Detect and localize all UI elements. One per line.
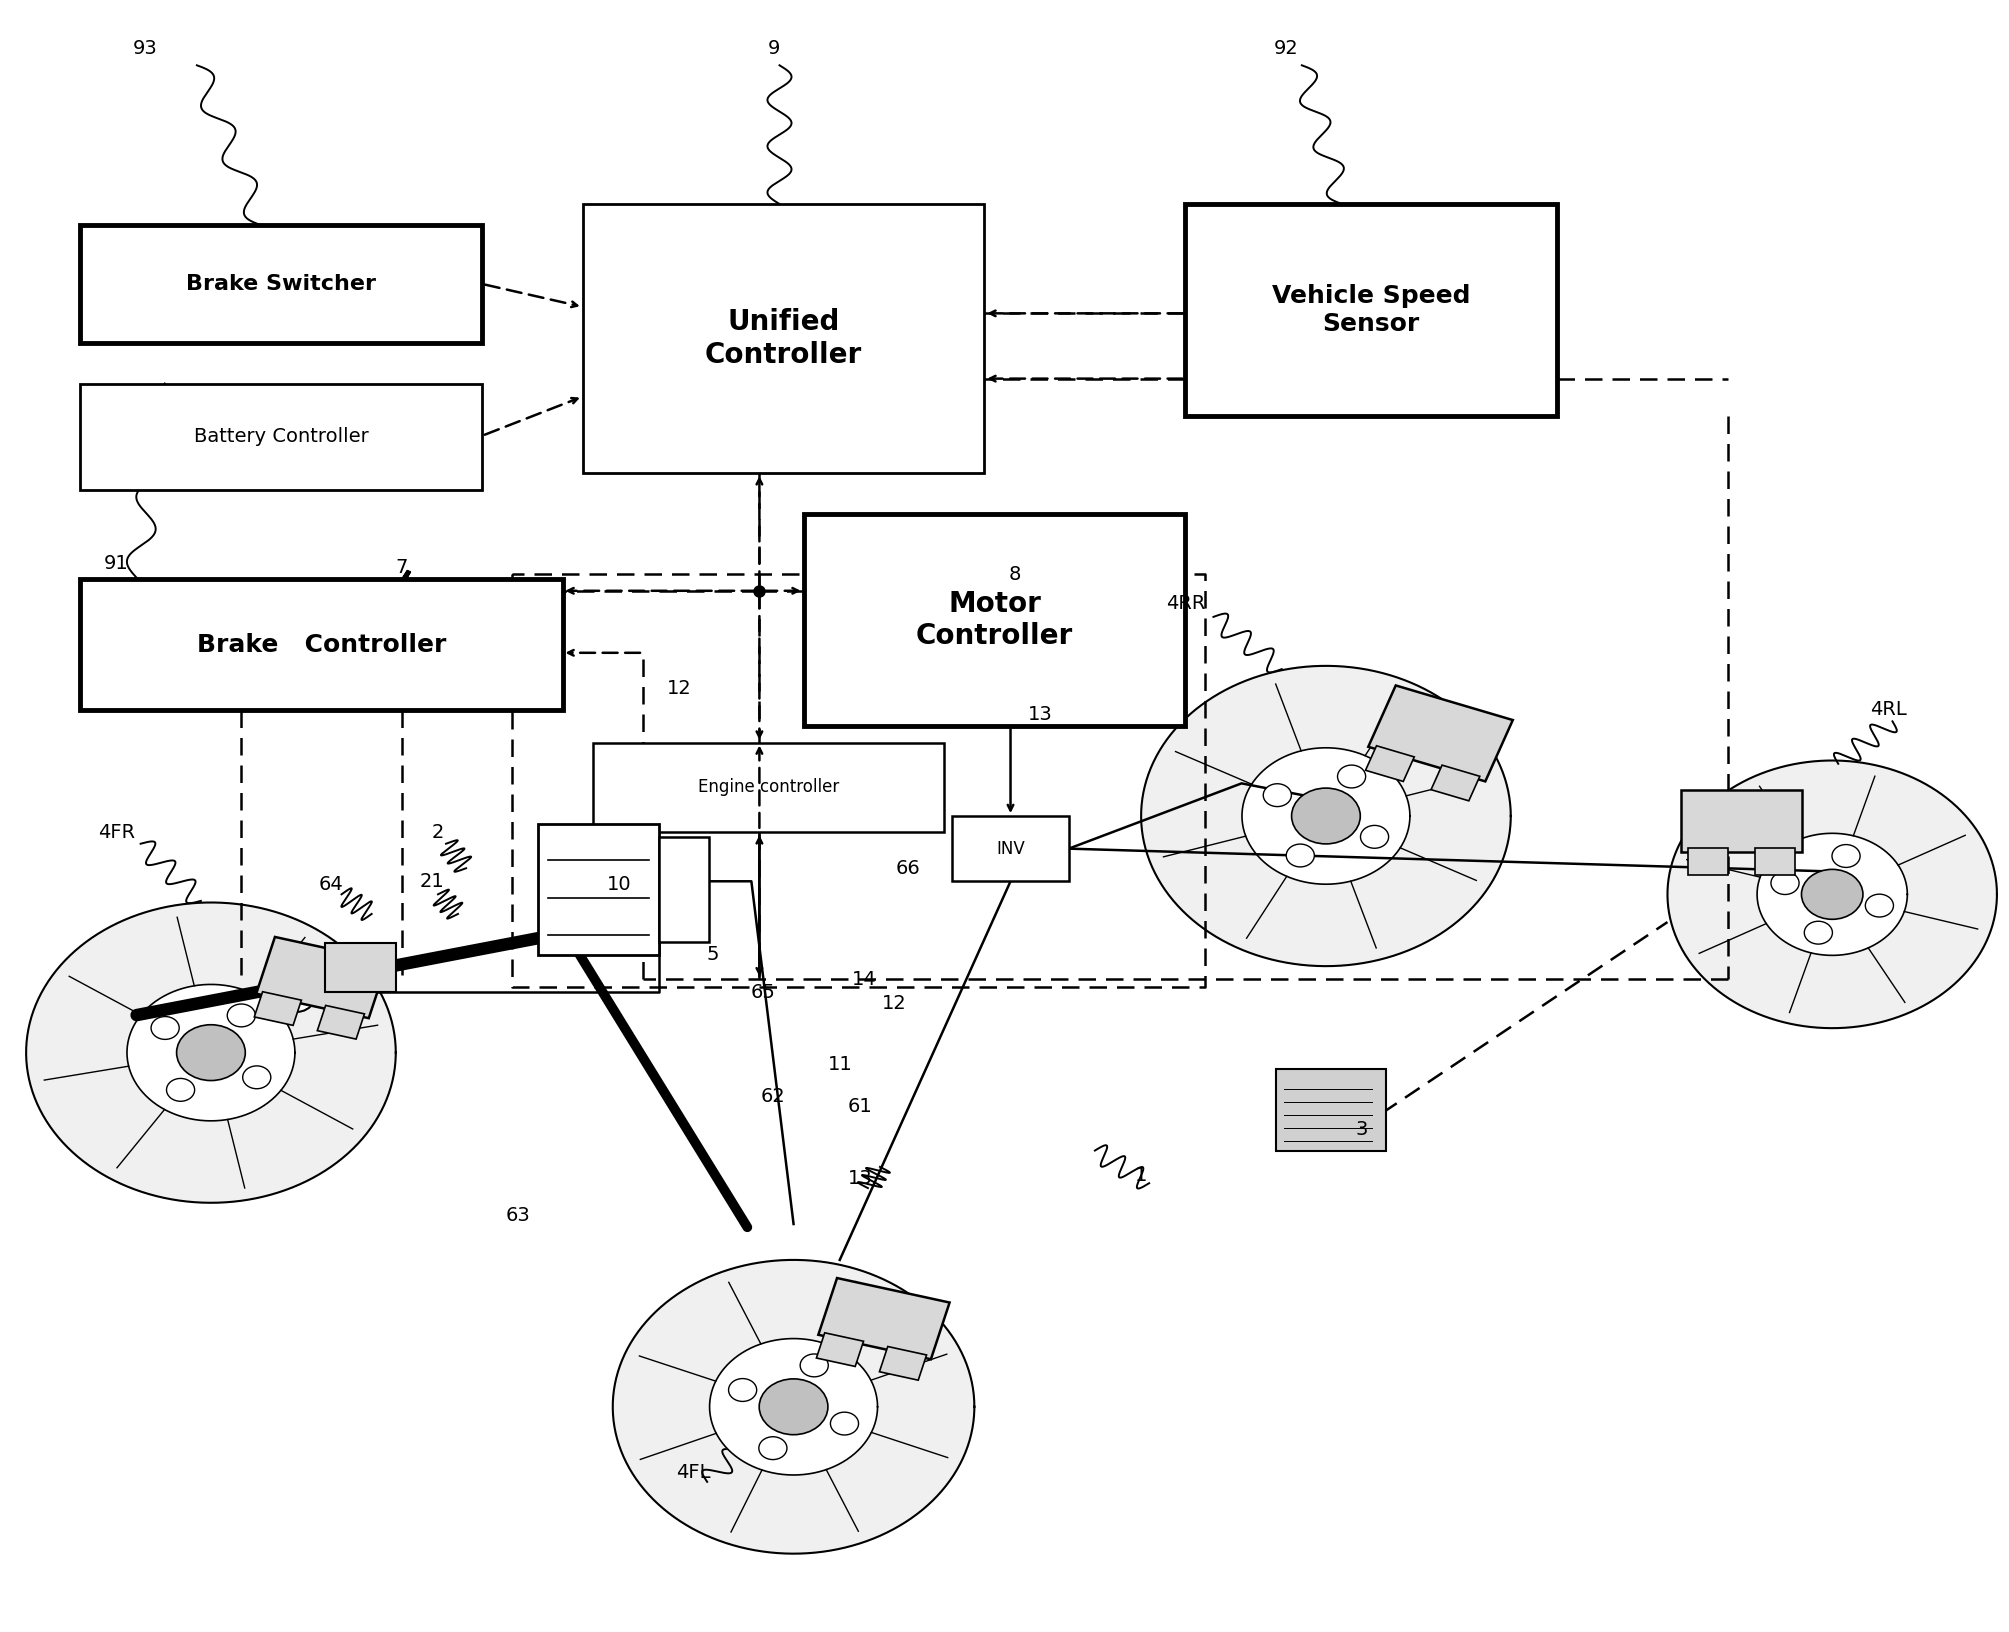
Bar (325, 943, 396, 992)
Text: 14: 14 (852, 969, 876, 989)
Bar (538, 824, 659, 955)
Text: 65: 65 (751, 982, 775, 1002)
Text: 61: 61 (848, 1097, 872, 1116)
Circle shape (1832, 845, 1860, 868)
Text: 4FR: 4FR (98, 823, 135, 842)
Bar (952, 816, 1069, 881)
Bar (80, 579, 563, 710)
Text: 7: 7 (396, 558, 408, 578)
Text: 92: 92 (1274, 39, 1298, 59)
Text: 64: 64 (319, 875, 344, 894)
Circle shape (151, 1017, 179, 1040)
Circle shape (227, 1004, 255, 1027)
Circle shape (1292, 788, 1360, 844)
Polygon shape (1141, 666, 1511, 966)
Bar (880, 1346, 926, 1381)
Bar (317, 1005, 364, 1040)
Bar (1185, 204, 1557, 416)
Bar (257, 937, 388, 1018)
Circle shape (729, 1379, 757, 1402)
Circle shape (1804, 920, 1832, 943)
Circle shape (1338, 765, 1366, 788)
Text: 62: 62 (761, 1087, 786, 1106)
Circle shape (1772, 871, 1800, 894)
Text: 4FL: 4FL (675, 1462, 711, 1482)
Circle shape (1360, 826, 1388, 849)
Text: 11: 11 (828, 1054, 852, 1074)
Polygon shape (1758, 834, 1907, 955)
Circle shape (243, 1066, 271, 1089)
Text: 5: 5 (707, 945, 719, 965)
Text: 91: 91 (104, 553, 129, 573)
Text: Unified
Controller: Unified Controller (705, 308, 862, 369)
Bar (1430, 765, 1481, 801)
Text: 93: 93 (133, 39, 157, 59)
Text: Motor
Controller: Motor Controller (916, 589, 1073, 651)
Circle shape (800, 1355, 828, 1377)
Text: 12: 12 (882, 994, 906, 1013)
Polygon shape (1242, 747, 1410, 885)
Circle shape (759, 1436, 788, 1459)
Bar (80, 225, 482, 343)
Circle shape (1286, 844, 1314, 867)
Polygon shape (26, 902, 396, 1203)
Text: 12: 12 (667, 679, 691, 698)
Text: 13: 13 (1029, 705, 1053, 725)
Circle shape (830, 1412, 858, 1435)
Bar (1276, 1069, 1386, 1151)
Text: 1: 1 (1135, 1165, 1147, 1185)
Text: 21: 21 (420, 871, 444, 891)
Bar (816, 1333, 864, 1366)
Polygon shape (709, 1338, 878, 1475)
Circle shape (1264, 783, 1292, 806)
Text: 13: 13 (848, 1169, 872, 1188)
Bar (80, 384, 482, 490)
Bar (818, 1278, 950, 1359)
Text: Battery Controller: Battery Controller (195, 428, 368, 446)
Text: 10: 10 (607, 875, 631, 894)
Bar (804, 514, 1185, 726)
Circle shape (177, 1025, 245, 1080)
Text: Brake   Controller: Brake Controller (197, 633, 446, 656)
Bar (1682, 790, 1802, 852)
Text: INV: INV (996, 839, 1025, 858)
Circle shape (1864, 894, 1892, 917)
Bar (659, 837, 709, 942)
Polygon shape (127, 984, 295, 1121)
Circle shape (167, 1079, 195, 1102)
Bar (1756, 849, 1796, 875)
Text: 2: 2 (432, 823, 444, 842)
Text: Engine controller: Engine controller (697, 778, 840, 796)
Polygon shape (613, 1260, 974, 1554)
Ellipse shape (273, 947, 321, 1012)
Text: 9: 9 (767, 39, 779, 59)
Text: Brake Switcher: Brake Switcher (187, 274, 376, 294)
Bar (583, 204, 984, 473)
Bar (255, 992, 301, 1025)
Text: 3: 3 (1356, 1120, 1368, 1139)
Bar (1688, 849, 1728, 875)
Text: Vehicle Speed
Sensor: Vehicle Speed Sensor (1272, 284, 1471, 336)
Polygon shape (1667, 761, 1997, 1028)
Text: 66: 66 (896, 858, 920, 878)
Bar (1366, 746, 1414, 782)
Text: 4RR: 4RR (1165, 594, 1205, 614)
Text: 63: 63 (506, 1206, 530, 1226)
Text: 4RL: 4RL (1870, 700, 1907, 720)
Bar (593, 743, 944, 832)
Text: 8: 8 (1009, 565, 1021, 584)
Bar (1368, 685, 1513, 782)
Circle shape (1802, 870, 1862, 919)
Circle shape (759, 1379, 828, 1435)
